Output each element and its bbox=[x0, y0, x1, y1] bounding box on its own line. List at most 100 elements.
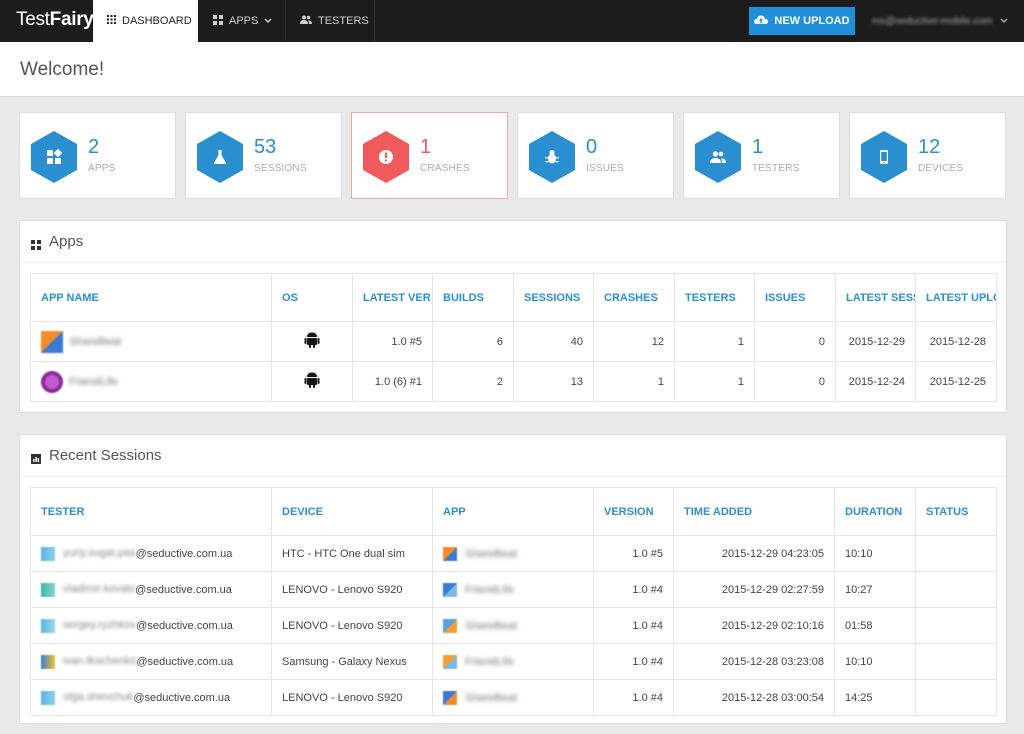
tab-testers-label: TESTERS bbox=[318, 15, 369, 27]
tester-email-domain: @seductive.com.ua bbox=[133, 691, 231, 704]
app-thumbnail bbox=[443, 654, 457, 669]
tab-dashboard-label: DASHBOARD bbox=[122, 15, 192, 27]
column-header-app-name[interactable]: APP NAME bbox=[30, 273, 272, 322]
column-header-crashes[interactable]: CRASHES bbox=[593, 273, 675, 322]
table-row[interactable]: yuriy.sugai.pas@seductive.com.ua HTC - H… bbox=[30, 535, 997, 572]
app-name-cell[interactable]: ShareBeat bbox=[30, 321, 272, 362]
column-header-builds[interactable]: BUILDS bbox=[432, 273, 514, 322]
table-row[interactable]: FriendLife 1.0 (6) #1 2 13 1 1 0 2015-12… bbox=[30, 361, 997, 402]
column-header-tester[interactable]: TESTER bbox=[30, 487, 272, 536]
status-cell bbox=[915, 535, 997, 572]
top-nav-bar: TestFairy DASHBOARD APPS TESTERS NEW UPL… bbox=[0, 0, 1024, 42]
app-cell[interactable]: ShareBeat bbox=[432, 679, 594, 716]
app-name-cell[interactable]: FriendLife bbox=[30, 361, 272, 402]
apps-icon bbox=[31, 237, 41, 250]
testfairy-logo[interactable]: TestFairy bbox=[16, 9, 94, 31]
tester-cell: sergey.ryzhkov@seductive.com.ua bbox=[30, 607, 272, 644]
tester-email-domain: @seductive.com.ua bbox=[136, 619, 233, 632]
latest-upload-cell: 2015-12-28 bbox=[915, 321, 997, 362]
crashes-cell: 12 bbox=[593, 321, 675, 362]
page-title: Welcome! bbox=[20, 59, 105, 80]
latest-session-cell: 2015-12-29 bbox=[835, 321, 916, 362]
table-row[interactable]: ShareBeat 1.0 #5 6 40 12 1 0 2015-12-29 … bbox=[30, 321, 997, 362]
app-name: ShareBeat bbox=[465, 619, 517, 632]
column-header-status[interactable]: STATUS bbox=[915, 487, 997, 536]
column-header-app[interactable]: APP bbox=[432, 487, 594, 536]
tester-avatar bbox=[41, 618, 55, 633]
logo-text-test: Test bbox=[16, 9, 50, 30]
tester-avatar bbox=[41, 546, 55, 561]
apps-icon bbox=[31, 131, 77, 183]
table-row[interactable]: vladimir.kovalo@seductive.com.ua LENOVO … bbox=[30, 571, 997, 608]
app-cell[interactable]: ShareBeat bbox=[432, 535, 594, 572]
column-header-version[interactable]: VERSION bbox=[593, 487, 674, 536]
table-row[interactable]: ivan.tkachenko@seductive.com.ua Samsung … bbox=[30, 643, 997, 680]
stat-value: 53 bbox=[254, 136, 277, 158]
device-cell: Samsung - Galaxy Nexus bbox=[271, 643, 433, 680]
user-account-menu[interactable]: ms@seductive-mobile.com bbox=[862, 0, 1024, 42]
stat-card-apps[interactable]: 2 APPS bbox=[19, 112, 176, 199]
tab-testers[interactable]: TESTERS bbox=[286, 0, 374, 42]
time-added-cell: 2015-12-29 04:23:05 bbox=[673, 535, 835, 572]
tab-apps[interactable]: APPS bbox=[199, 0, 285, 42]
status-cell bbox=[915, 607, 997, 644]
duration-cell: 10:10 bbox=[834, 535, 916, 572]
table-header-row: TESTER DEVICE APP VERSION TIME ADDED DUR… bbox=[30, 487, 997, 536]
table-row[interactable]: olga.shevchuk@seductive.com.ua LENOVO - … bbox=[30, 679, 997, 716]
apps-icon bbox=[213, 14, 223, 28]
tester-cell: vladimir.kovalo@seductive.com.ua bbox=[30, 571, 272, 608]
version-cell: 1.0 #4 bbox=[593, 607, 674, 644]
column-header-latest-session[interactable]: LATEST SESS bbox=[835, 273, 916, 322]
tester-avatar bbox=[41, 582, 55, 597]
app-cell[interactable]: FriendLife bbox=[432, 643, 594, 680]
column-header-time-added[interactable]: TIME ADDED bbox=[673, 487, 835, 536]
stat-value: 1 bbox=[420, 136, 432, 158]
stat-card-issues[interactable]: 0 ISSUES bbox=[517, 112, 674, 199]
new-upload-button[interactable]: NEW UPLOAD bbox=[749, 7, 855, 35]
device-cell: LENOVO - Lenovo S920 bbox=[271, 607, 433, 644]
cloud-upload-icon bbox=[754, 15, 769, 28]
builds-cell: 6 bbox=[432, 321, 514, 362]
chevron-down-icon bbox=[1000, 16, 1008, 27]
column-header-device[interactable]: DEVICE bbox=[271, 487, 433, 536]
table-header-row: APP NAME OS LATEST VER BUILDS SESSIONS C… bbox=[30, 273, 997, 322]
tab-apps-label: APPS bbox=[229, 15, 259, 27]
stat-value: 12 bbox=[918, 136, 941, 158]
app-cell[interactable]: ShareBeat bbox=[432, 607, 594, 644]
version-cell: 1.0 #4 bbox=[593, 643, 674, 680]
column-header-latest-upload[interactable]: LATEST UPLO bbox=[915, 273, 997, 322]
grid-icon bbox=[107, 15, 116, 27]
version-cell: 1.0 #4 bbox=[593, 571, 674, 608]
table-row[interactable]: sergey.ryzhkov@seductive.com.ua LENOVO -… bbox=[30, 607, 997, 644]
column-header-latest-ver[interactable]: LATEST VER bbox=[352, 273, 433, 322]
duration-cell: 14:25 bbox=[834, 679, 916, 716]
column-header-sessions[interactable]: SESSIONS bbox=[513, 273, 594, 322]
tab-dashboard[interactable]: DASHBOARD bbox=[93, 0, 198, 42]
column-header-duration[interactable]: DURATION bbox=[834, 487, 916, 536]
stat-label: CRASHES bbox=[420, 163, 470, 174]
app-thumbnail bbox=[443, 618, 457, 633]
stat-card-sessions[interactable]: 53 SESSIONS bbox=[185, 112, 342, 199]
time-added-cell: 2015-12-28 03:23:08 bbox=[673, 643, 835, 680]
tester-email-user: yuriy.sugai.pas bbox=[63, 547, 136, 560]
app-thumbnail bbox=[443, 582, 457, 597]
version-cell: 1.0 #4 bbox=[593, 679, 674, 716]
logo-text-fairy: Fairy bbox=[49, 9, 94, 30]
stat-card-devices[interactable]: 12 DEVICES bbox=[849, 112, 1006, 199]
app-name: ShareBeat bbox=[465, 547, 517, 560]
apps-panel: Apps APP NAME OS LATEST VER BUILDS SESSI… bbox=[19, 220, 1007, 413]
tester-avatar bbox=[41, 690, 55, 705]
nav-divider bbox=[374, 0, 375, 42]
app-thumbnail bbox=[443, 546, 457, 561]
crashes-cell: 1 bbox=[593, 361, 675, 402]
stat-card-crashes[interactable]: 1 CRASHES bbox=[351, 112, 508, 199]
column-header-issues[interactable]: ISSUES bbox=[754, 273, 836, 322]
apps-panel-title: Apps bbox=[49, 233, 84, 250]
device-cell: LENOVO - Lenovo S920 bbox=[271, 679, 433, 716]
column-header-testers[interactable]: TESTERS bbox=[674, 273, 755, 322]
stat-card-testers[interactable]: 1 TESTERS bbox=[683, 112, 840, 199]
duration-cell: 01:58 bbox=[834, 607, 916, 644]
app-name: ShareBeat bbox=[69, 335, 121, 348]
app-cell[interactable]: FriendLife bbox=[432, 571, 594, 608]
column-header-os[interactable]: OS bbox=[271, 273, 353, 322]
